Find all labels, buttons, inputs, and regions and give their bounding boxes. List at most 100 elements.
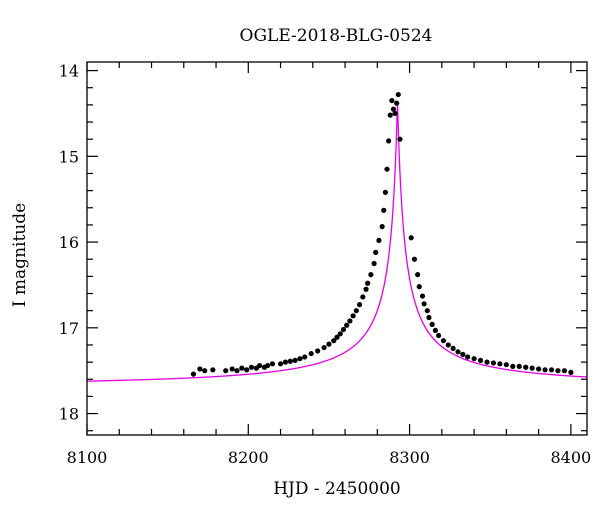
- data-point: [292, 357, 298, 363]
- data-point: [568, 369, 574, 375]
- data-point: [445, 342, 451, 348]
- data-point: [202, 368, 208, 374]
- y-tick-label: 17: [59, 319, 79, 338]
- data-point: [379, 224, 385, 230]
- data-point: [436, 332, 442, 339]
- data-point: [287, 358, 293, 364]
- y-tick-label: 18: [59, 405, 79, 424]
- data-point: [340, 326, 347, 333]
- data-point: [432, 327, 438, 333]
- data-point: [471, 356, 477, 362]
- data-point: [394, 100, 400, 106]
- data-point: [321, 344, 327, 351]
- data-point: [490, 360, 497, 366]
- data-point: [555, 368, 561, 374]
- data-point: [353, 308, 359, 314]
- data-point: [229, 366, 235, 372]
- data-point: [265, 362, 271, 369]
- data-point: [497, 361, 503, 367]
- x-tick-label: 8300: [389, 448, 430, 467]
- data-point: [477, 357, 484, 363]
- y-tick-label: 14: [59, 62, 79, 81]
- data-point: [244, 367, 250, 373]
- tick-labels: 8100 8200 8300 8400 14 15 16 17 18: [59, 62, 592, 467]
- data-point: [347, 318, 353, 324]
- data-point: [387, 112, 393, 118]
- model-curve: [86, 103, 588, 382]
- data-point: [484, 359, 490, 365]
- data-point: [548, 367, 555, 373]
- data-point: [429, 321, 435, 327]
- data-point: [315, 348, 321, 354]
- data-point: [421, 301, 427, 307]
- data-point: [408, 235, 414, 241]
- data-point: [248, 364, 255, 370]
- data-point: [365, 280, 371, 286]
- data-point: [239, 365, 245, 371]
- data-point: [234, 368, 240, 374]
- data-point: [389, 97, 395, 104]
- data-point: [337, 331, 343, 337]
- x-tick-label: 8100: [67, 448, 108, 467]
- data-point: [302, 354, 308, 360]
- data-point: [381, 207, 387, 213]
- data-point: [223, 368, 229, 374]
- data-point: [503, 362, 509, 368]
- y-axis-label: I magnitude: [10, 203, 30, 307]
- chart-title: OGLE-2018-BLG-0524: [240, 26, 433, 46]
- data-point: [331, 338, 337, 344]
- data-point: [382, 189, 388, 195]
- data-point: [363, 286, 369, 292]
- data-point: [460, 351, 466, 357]
- data-point: [297, 356, 303, 362]
- axis-ticks: [86, 62, 587, 435]
- data-point: [523, 364, 529, 370]
- data-point: [376, 237, 382, 243]
- data-point: [269, 361, 276, 367]
- data-point: [395, 91, 401, 98]
- data-point: [392, 110, 398, 117]
- data-point: [277, 361, 284, 367]
- data-point: [440, 338, 447, 344]
- data-point: [426, 314, 432, 321]
- data-point: [510, 363, 516, 369]
- data-point: [386, 138, 392, 144]
- data-point: [344, 322, 350, 328]
- data-point: [371, 260, 377, 267]
- data-point: [356, 302, 363, 308]
- data-point: [536, 366, 542, 372]
- data-point: [360, 294, 366, 300]
- data-point: [350, 313, 356, 319]
- data-point: [450, 345, 456, 351]
- data-point: [308, 350, 314, 357]
- y-tick-label: 16: [59, 233, 79, 252]
- data-point: [256, 362, 263, 369]
- data-point: [210, 367, 216, 373]
- data-point: [542, 367, 548, 373]
- x-tick-label: 8200: [228, 448, 269, 467]
- data-point: [561, 368, 568, 374]
- data-point: [397, 136, 403, 142]
- data-point: [419, 293, 426, 299]
- data-point: [384, 166, 390, 172]
- x-axis-label: HJD - 2450000: [273, 479, 401, 499]
- data-point: [529, 365, 535, 371]
- data-point: [390, 106, 397, 112]
- data-point: [368, 272, 374, 278]
- data-point: [373, 249, 379, 255]
- data-points: [190, 91, 574, 377]
- data-point: [334, 334, 340, 340]
- data-point: [326, 341, 332, 347]
- x-tick-label: 8400: [551, 448, 592, 467]
- data-point: [415, 272, 421, 278]
- data-point: [416, 284, 422, 290]
- data-point: [465, 354, 471, 360]
- plot-frame: [86, 61, 588, 436]
- data-point: [190, 371, 197, 377]
- data-point: [411, 256, 418, 262]
- data-point: [282, 359, 288, 365]
- data-point: [197, 366, 203, 372]
- data-point: [455, 349, 461, 355]
